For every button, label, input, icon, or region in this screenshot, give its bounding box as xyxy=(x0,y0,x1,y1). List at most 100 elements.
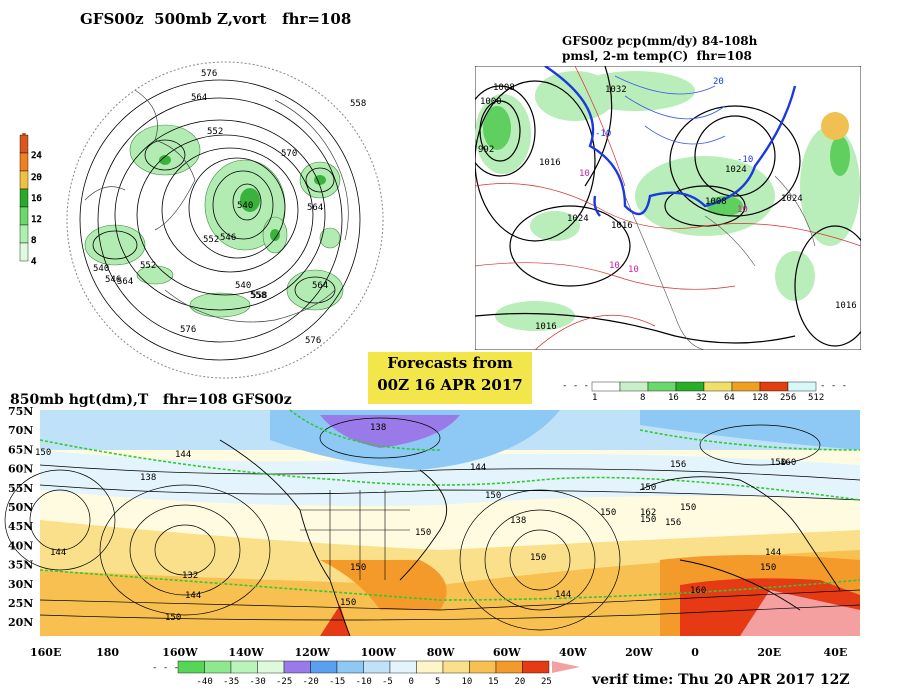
ul-contour-label: 552 xyxy=(203,235,219,245)
ul-contour-label: 558 xyxy=(350,99,366,109)
temp-colorbar-segment xyxy=(230,660,258,674)
height-contour-label: 162 xyxy=(640,508,656,518)
ur-isobar-label: 1000 xyxy=(480,97,502,107)
temp-tick-label: 0 xyxy=(409,677,414,687)
temp-tick-label: -30 xyxy=(250,677,266,687)
height-contour-label: 138 xyxy=(370,423,386,433)
vort-colorbar: 24 20 16 12 8 4 xyxy=(19,133,42,267)
ul-contour-label: 570 xyxy=(281,149,297,159)
ur-temp-label: 20 xyxy=(713,77,724,87)
vort-colorbar-segment xyxy=(19,188,29,208)
height-contour-label: 150 xyxy=(680,503,696,513)
ur-isobar-label: 992 xyxy=(478,145,494,155)
height-contour-label: 150 xyxy=(340,598,356,608)
height-contour-label: 156 xyxy=(665,518,681,528)
height-contour-label: 150 xyxy=(415,528,431,538)
lat-label: 35N xyxy=(8,559,33,572)
ur-isobar-label: 1024 xyxy=(781,194,803,204)
lon-label: 20W xyxy=(625,646,653,659)
vort-colorbar-segment xyxy=(19,224,29,244)
temp-colorbar-segment xyxy=(363,660,391,674)
temp-tick-label: 15 xyxy=(488,677,499,687)
height-contour-label: 144 xyxy=(185,591,201,601)
lat-label: 25N xyxy=(8,597,33,610)
vort-colorbar-tip xyxy=(22,133,26,135)
pcp-colorbar-segment xyxy=(731,381,761,392)
ul-contour-label: 540 xyxy=(93,264,109,274)
forecast-init-box: Forecasts from 00Z 16 APR 2017 xyxy=(368,352,532,404)
ur-isobar-label: 1024 xyxy=(567,214,589,224)
ur-temp-label: -10 xyxy=(595,129,611,139)
height-contour-label: 138 xyxy=(140,473,156,483)
ul-contour-label: 576 xyxy=(180,325,196,335)
ur-temp-label: 10 xyxy=(737,205,748,215)
pcp-tick-label: 256 xyxy=(780,393,796,403)
ul-contour-label: 546 xyxy=(220,233,236,243)
temp-tick-label: -35 xyxy=(223,677,239,687)
temp-colorbar-segment xyxy=(283,660,311,674)
lat-label: 45N xyxy=(8,520,33,533)
temp-tick-label: 5 xyxy=(435,677,440,687)
height-contour-label: 150 xyxy=(35,448,51,458)
lon-label: 60W xyxy=(493,646,521,659)
ur-isobar-label: 1016 xyxy=(539,158,561,168)
vort-tick-label: 12 xyxy=(31,215,42,225)
height-contour-label: 144 xyxy=(175,450,191,460)
ul-contour-label: 564 xyxy=(117,277,133,287)
height-contour-label: 144 xyxy=(470,463,486,473)
height-contour-label: 150 xyxy=(760,563,776,573)
ul-contour-label: 552 xyxy=(140,261,156,271)
temp-tick-label: 20 xyxy=(515,677,526,687)
ur-temp-label: 10 xyxy=(609,261,620,271)
temp-tick-label: -40 xyxy=(197,677,213,687)
vort-colorbar-segment xyxy=(19,170,29,190)
temp-colorbar-segment xyxy=(336,660,364,674)
pcp-colorbar-segment xyxy=(703,381,733,392)
ul-contour-label: 558 xyxy=(251,291,267,301)
lon-label: 40W xyxy=(559,646,587,659)
ul-contour-label: 576 xyxy=(305,336,321,346)
temp-colorbar-segment xyxy=(310,660,338,674)
temp-colorbar-left-marker: - - - xyxy=(152,663,179,673)
pcp-colorbar-left-marker: - - - xyxy=(562,381,589,391)
height-contour-label: 144 xyxy=(50,548,66,558)
ur-isobar-label: 1032 xyxy=(605,85,627,95)
ur-temp-label: 10 xyxy=(579,169,590,179)
vort-tick-label: 8 xyxy=(31,236,36,246)
lon-label: 0 xyxy=(691,646,699,659)
temp-colorbar-segment xyxy=(257,660,285,674)
pcp-colorbar-segment xyxy=(647,381,677,392)
ur-isobar-label: 1008 xyxy=(493,83,515,93)
lat-label: 50N xyxy=(8,501,33,514)
temp-tick-label: -25 xyxy=(276,677,292,687)
lat-label: 20N xyxy=(8,616,33,629)
ur-temp-label: -10 xyxy=(737,155,753,165)
verif-time: verif time: Thu 20 APR 2017 12Z xyxy=(592,672,850,688)
lon-label: 40E xyxy=(824,646,848,659)
panel-lower-title: 850mb hgt(dm),T fhr=108 GFS00z xyxy=(10,392,292,408)
ul-contour-label: 564 xyxy=(312,281,328,291)
lon-label: 160W xyxy=(162,646,198,659)
height-contour-label: 150 xyxy=(640,515,656,525)
pcp-colorbar-segment xyxy=(619,381,649,392)
ul-contour-label: 564 xyxy=(191,93,207,103)
panel-ur-title-2: pmsl, 2-m temp(C) fhr=108 xyxy=(562,49,752,63)
lat-label: 70N xyxy=(8,424,33,437)
lon-label: 20E xyxy=(757,646,781,659)
lat-label: 60N xyxy=(8,463,33,476)
pcp-colorbar-segment xyxy=(591,381,621,392)
ul-contour-label: 576 xyxy=(201,69,217,79)
ul-contour-label: 564 xyxy=(307,203,323,213)
pcp-colorbar-segment xyxy=(675,381,705,392)
height-contour-label: 150 xyxy=(770,458,786,468)
ur-isobar-label: 1016 xyxy=(535,322,557,332)
pcp-colorbar: - - - - - - 1 8 16 32 64 128 256 512 xyxy=(562,381,847,403)
pcp-tick-label: 64 xyxy=(724,393,735,403)
forecast-init-line2: 00Z 16 APR 2017 xyxy=(377,376,523,394)
forecast-init-line1: Forecasts from xyxy=(387,354,513,372)
vort-tick-label: 16 xyxy=(31,194,42,204)
temp-colorbar: - - - -40 -35 -30 -25 -20 -15 -10 -5 0 5 10 15 20 25 xyxy=(152,660,580,687)
ur-isobar-label: 1016 xyxy=(611,221,633,231)
lat-label: 65N xyxy=(8,443,33,456)
lon-label: 80W xyxy=(427,646,455,659)
